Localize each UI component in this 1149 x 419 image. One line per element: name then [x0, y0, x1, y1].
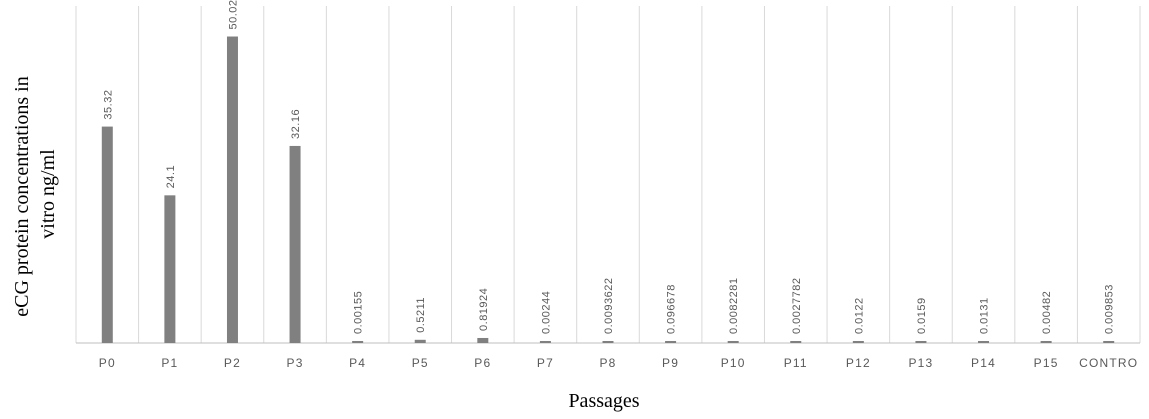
x-tick-labels: P0 P1 P2 P3 P4 P5 P6 P7 P8 P9 P10 P11 P12 P13 P14 P15 CO…: [99, 356, 1138, 370]
bar-p15: [1040, 341, 1052, 343]
data-label-p3: 32.16: [290, 109, 302, 139]
bar-p5: [414, 339, 426, 343]
bar-p10: [727, 341, 739, 343]
bar-p1: [164, 195, 176, 343]
bar-p13: [915, 341, 927, 343]
x-tick-p15: P15: [1034, 356, 1059, 370]
data-label-p6: 0.81924: [478, 288, 490, 331]
data-label-p12: 0.0122: [853, 297, 865, 334]
x-tick-contro: CONTRO: [1079, 356, 1138, 370]
y-axis-title-line-2: vitro ng/ml: [37, 149, 59, 239]
x-tick-p14: P14: [971, 356, 996, 370]
x-tick-p9: P9: [662, 356, 679, 370]
y-axis-title-line-1: eCG protein concentrations in: [11, 76, 33, 317]
y-axis-title: eCG protein concentrations in vitro ng/m…: [11, 71, 59, 317]
data-label-p7: 0.00244: [540, 291, 552, 334]
bar-p8: [602, 341, 614, 343]
data-label-p5: 0.5211: [415, 297, 427, 333]
data-label-p13: 0.0159: [916, 297, 928, 334]
x-tick-p13: P13: [908, 356, 933, 370]
bar-p2: [226, 36, 238, 343]
x-tick-p12: P12: [846, 356, 871, 370]
data-label-contro: 0.009853: [1104, 284, 1116, 334]
data-label-p2: 50.02: [227, 0, 239, 30]
data-label-p11: 0.0027782: [791, 278, 803, 335]
x-tick-p10: P10: [721, 356, 746, 370]
data-label-p4: 0.00155: [353, 291, 365, 334]
data-label-p14: 0.0131: [979, 297, 991, 334]
bar-p4: [352, 341, 364, 343]
x-tick-p8: P8: [599, 356, 616, 370]
bar-p3: [289, 145, 301, 343]
bar-p11: [790, 341, 802, 343]
bar-contro: [1103, 341, 1115, 343]
data-label-p0: 35.32: [102, 90, 114, 120]
data-label-p10: 0.0082281: [728, 278, 740, 335]
gridlines: [75, 6, 1141, 343]
bar-p7: [539, 341, 551, 343]
bar-p0: [101, 126, 113, 344]
bar-p12: [852, 341, 864, 343]
x-axis-title: Passages: [568, 390, 639, 412]
bar-p14: [978, 341, 990, 343]
x-tick-p11: P11: [784, 356, 808, 370]
x-tick-p3: P3: [287, 356, 304, 370]
x-tick-p5: P5: [412, 356, 429, 370]
bar-p9: [665, 341, 677, 343]
data-label-p8: 0.0093622: [603, 278, 615, 335]
bar-p6: [477, 337, 489, 343]
x-tick-p6: P6: [474, 356, 491, 370]
x-tick-p4: P4: [349, 356, 366, 370]
x-tick-p0: P0: [99, 356, 116, 370]
data-labels: 35.32 24.1 50.02 32.16 0.00155 0.5211 0.81924 0…: [102, 0, 1115, 334]
data-label-p9: 0.096678: [666, 284, 678, 334]
bars: [101, 36, 1115, 344]
x-tick-p2: P2: [224, 356, 241, 370]
x-tick-p1: P1: [161, 356, 178, 370]
x-tick-p7: P7: [537, 356, 554, 370]
data-label-p15: 0.00482: [1041, 291, 1053, 334]
data-label-p1: 24.1: [165, 165, 177, 188]
